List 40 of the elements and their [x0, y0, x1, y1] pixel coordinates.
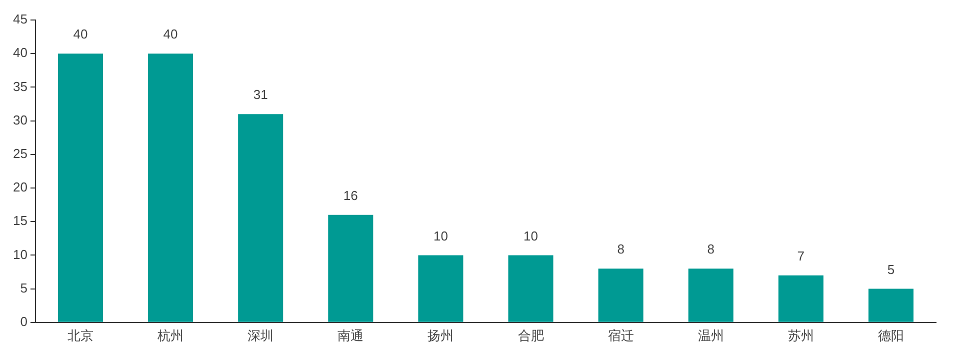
x-tick-label: 温州	[698, 328, 724, 343]
data-label: 8	[707, 242, 714, 257]
y-tick-label: 45	[12, 12, 28, 27]
bar	[58, 54, 103, 322]
data-label: 8	[617, 242, 624, 257]
x-tick-label: 深圳	[248, 328, 274, 343]
y-tick-label: 15	[12, 213, 28, 228]
bar	[328, 214, 374, 322]
data-label: 10	[433, 228, 448, 244]
bar	[778, 275, 824, 322]
x-tick-label: 杭州	[156, 328, 184, 343]
data-label: 16	[343, 188, 358, 203]
y-tick-label: 20	[12, 180, 28, 195]
y-tick-label: 30	[12, 112, 28, 128]
bar	[598, 268, 644, 322]
x-tick-label: 德阳	[878, 328, 904, 343]
x-tick-label: 南通	[338, 328, 364, 343]
y-tick-label: 5	[20, 280, 28, 296]
data-label: 40	[73, 26, 88, 42]
bar	[508, 255, 554, 322]
data-label: 5	[887, 262, 895, 277]
y-tick-label: 35	[12, 78, 28, 94]
x-tick-label: 扬州	[428, 328, 454, 343]
bar	[148, 54, 194, 322]
y-tick-label: 10	[12, 246, 28, 262]
y-tick-label: 25	[12, 146, 28, 161]
x-tick-label: 苏州	[788, 328, 814, 343]
bar	[238, 114, 284, 322]
bar	[868, 288, 914, 322]
x-tick-label: 合肥	[518, 328, 544, 343]
data-label: 31	[253, 87, 268, 102]
y-tick-label: 0	[20, 314, 28, 329]
data-label: 10	[524, 228, 538, 244]
data-label: 7	[797, 248, 805, 264]
y-tick-label: 40	[12, 45, 28, 60]
x-tick-label: 宿迁	[608, 328, 634, 343]
bar	[688, 268, 734, 322]
bar	[418, 255, 464, 322]
data-label: 40	[163, 26, 178, 42]
x-tick-label: 北京	[67, 328, 94, 343]
